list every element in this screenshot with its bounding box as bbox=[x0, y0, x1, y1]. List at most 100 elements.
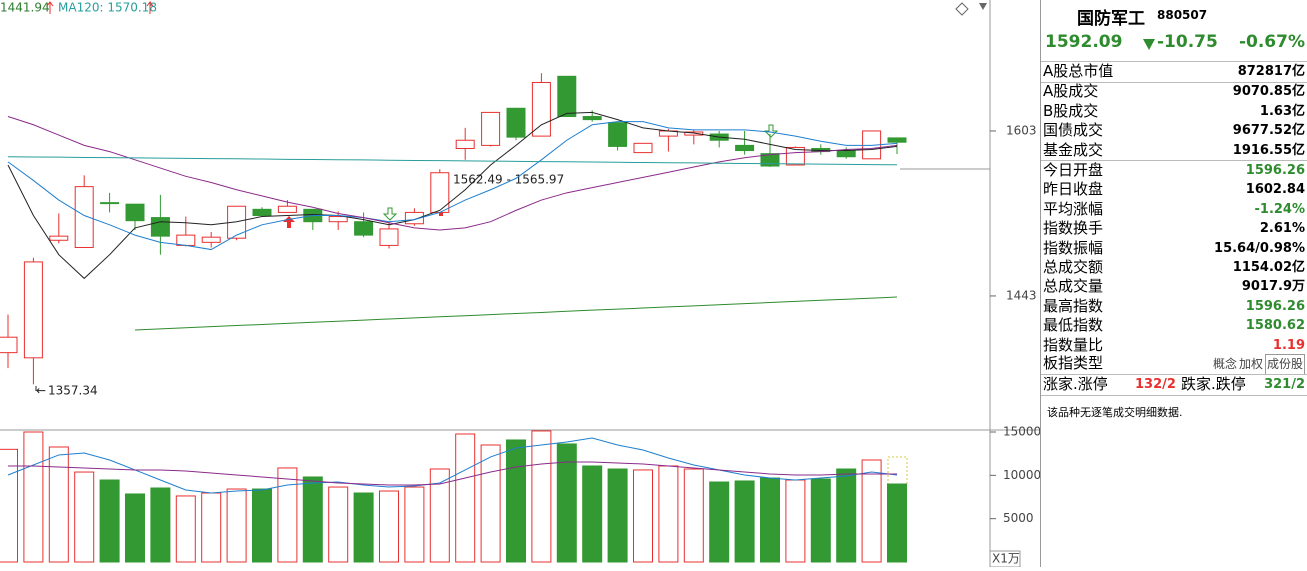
stat-value: 9677.52亿 bbox=[1232, 123, 1305, 139]
option[interactable]: 成份股 bbox=[1264, 354, 1305, 375]
volume-bar bbox=[353, 492, 374, 563]
low-label: 1357.34 bbox=[48, 384, 98, 398]
candle-body bbox=[354, 221, 374, 236]
stat-row: A股成交 9070.85亿 bbox=[1043, 82, 1305, 101]
stat-value: 9017.9万 bbox=[1241, 279, 1305, 295]
stat-value: 1580.62 bbox=[1245, 318, 1305, 334]
candle-body bbox=[531, 81, 551, 137]
low-label-arrow: ← bbox=[36, 384, 46, 398]
stat-label: 基金成交 bbox=[1043, 140, 1104, 159]
candle-body bbox=[557, 75, 577, 118]
candle-body bbox=[404, 211, 424, 225]
breadth-label: 跌家.跌停 bbox=[1181, 375, 1246, 393]
projected-volume bbox=[887, 456, 908, 485]
candle-body bbox=[227, 205, 247, 239]
volume-bar bbox=[404, 486, 425, 563]
arrow-icon bbox=[46, 1, 54, 14]
y-tick-label: 1603 bbox=[1006, 123, 1037, 137]
stat-label: A股成交 bbox=[1043, 82, 1099, 101]
range-label: 1562.49 - 1565.97 bbox=[453, 173, 564, 187]
volume-bar bbox=[734, 480, 755, 563]
header-label: MA120: 1570.18 bbox=[58, 1, 157, 15]
candle-body bbox=[760, 153, 780, 167]
volume-bar bbox=[252, 488, 272, 563]
stat-row: 指数量比 1.19 bbox=[1043, 336, 1305, 355]
breadth-value: 321/2 bbox=[1264, 377, 1305, 392]
arrow-icon bbox=[146, 1, 154, 14]
stat-row: 平均涨幅 -1.24% bbox=[1043, 200, 1305, 219]
volume-bar bbox=[23, 431, 44, 563]
volume-bar bbox=[836, 468, 857, 563]
stat-row: 基金成交 1916.55亿 bbox=[1043, 141, 1305, 160]
stat-row: 总成交量 9017.9万 bbox=[1043, 277, 1305, 296]
sector-options: 概念 加权 成份股 bbox=[1211, 354, 1305, 375]
volume-bar bbox=[760, 477, 780, 563]
candle-body bbox=[49, 235, 69, 241]
candle-body bbox=[125, 203, 145, 222]
ma-line bbox=[7, 116, 898, 231]
ma-line bbox=[7, 111, 898, 280]
option[interactable]: 概念 bbox=[1212, 357, 1237, 371]
stat-value: 15.64/0.98% bbox=[1214, 240, 1305, 256]
candle-body bbox=[506, 107, 526, 138]
volume-bar bbox=[150, 487, 171, 563]
stat-row: 指数换手 2.61% bbox=[1043, 219, 1305, 238]
candle-body bbox=[582, 116, 602, 121]
candle-body bbox=[100, 202, 120, 205]
volume-bar bbox=[887, 483, 907, 563]
candle-body bbox=[0, 336, 18, 354]
volume-bar bbox=[683, 468, 704, 563]
stat-row: 指数振幅 15.64/0.98% bbox=[1043, 239, 1305, 258]
candle-body bbox=[455, 139, 475, 149]
option[interactable]: 加权 bbox=[1238, 357, 1263, 371]
stat-value: 9070.85亿 bbox=[1232, 84, 1305, 100]
candle-body bbox=[277, 205, 297, 213]
index-name: 国防军工 bbox=[1077, 9, 1145, 29]
candle-body bbox=[481, 111, 501, 146]
collapse-icon[interactable] bbox=[979, 3, 987, 10]
candle-body bbox=[430, 172, 450, 213]
candle-body bbox=[785, 146, 805, 166]
stat-label: 最低指数 bbox=[1043, 316, 1104, 335]
separator bbox=[1041, 160, 1307, 162]
y-tick-label: 15000 bbox=[1003, 425, 1040, 439]
volume-bar bbox=[607, 468, 628, 563]
volume-bar bbox=[556, 443, 577, 563]
stat-label: 国债成交 bbox=[1043, 121, 1104, 140]
volume-bar bbox=[226, 488, 247, 563]
unit-label: X1万 bbox=[992, 552, 1020, 566]
volume-bar bbox=[125, 493, 145, 563]
stat-row: 今日开盘 1596.26 bbox=[1043, 161, 1305, 180]
separator bbox=[1041, 81, 1307, 83]
candle-body bbox=[887, 137, 907, 143]
change-pct: -0.67% bbox=[1238, 32, 1305, 52]
volume-bar bbox=[175, 495, 196, 563]
note: 该品种无逐笔成交明细数据. bbox=[1047, 406, 1183, 419]
stat-value: 1916.55亿 bbox=[1232, 142, 1305, 158]
stat-label: 总成交量 bbox=[1043, 277, 1104, 296]
separator bbox=[1041, 61, 1307, 62]
volume-bar bbox=[633, 469, 653, 563]
volume-bar bbox=[328, 486, 349, 563]
price: 1592.09 bbox=[1045, 32, 1123, 52]
volume-bar bbox=[658, 465, 679, 563]
volume-bar bbox=[277, 467, 298, 563]
stat-row: 总成交额 1154.02亿 bbox=[1043, 258, 1305, 277]
volume-bar bbox=[810, 478, 831, 563]
down-icon bbox=[1143, 39, 1155, 50]
y-tick-label: 1443 bbox=[1006, 288, 1037, 302]
candle-body bbox=[608, 122, 628, 147]
candle-body bbox=[684, 131, 704, 136]
candle-body bbox=[633, 142, 653, 154]
breadth-value: 132/2 bbox=[1135, 377, 1176, 392]
candle-body bbox=[74, 186, 94, 248]
diamond-icon[interactable] bbox=[955, 2, 969, 16]
ma-line bbox=[7, 121, 898, 251]
info-panel: 国防军工 880507 1592.09 -10.75 -0.67% A股总市值 8… bbox=[1040, 0, 1307, 567]
index-code: 880507 bbox=[1157, 8, 1208, 22]
stat-value: 1596.26 bbox=[1245, 298, 1305, 314]
ma-line bbox=[7, 156, 898, 166]
chart: 1441.94 MA120: 1570.18 1562.49 - 1565.97… bbox=[0, 0, 1041, 568]
stat-value: 1596.26 bbox=[1245, 163, 1305, 178]
stat-value: 1.19 bbox=[1272, 337, 1305, 353]
